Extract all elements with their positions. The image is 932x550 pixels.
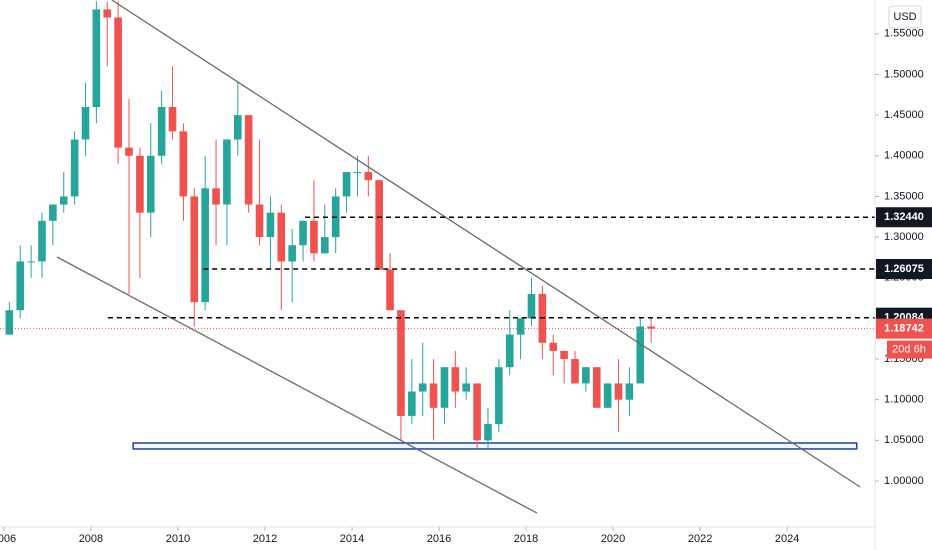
candle-body — [440, 367, 449, 408]
candle-body — [310, 220, 318, 254]
candle-body — [233, 115, 242, 140]
x-tick-label: 2010 — [166, 533, 190, 545]
candle-body — [146, 155, 155, 213]
x-tick-label: 2018 — [514, 533, 538, 545]
candle-body — [179, 131, 188, 197]
countdown-label: 20d 6h — [892, 344, 926, 356]
candle-body — [495, 367, 503, 425]
candle-body — [255, 204, 264, 238]
candle-body — [560, 350, 568, 360]
axes: 1.000001.050001.100001.150001.200001.250… — [0, 5, 932, 545]
candle-body — [527, 293, 536, 319]
candle-body — [190, 196, 199, 303]
y-tick-label: 1.05000 — [884, 434, 924, 446]
level-badge — [876, 207, 932, 228]
candle-body — [473, 383, 481, 441]
candle-body — [114, 17, 122, 148]
candle-body — [451, 367, 460, 392]
x-tick-label: 2022 — [688, 533, 712, 545]
y-tick-label: 1.55000 — [884, 28, 924, 40]
candle-body — [59, 196, 68, 205]
x-tick-label: 2024 — [775, 533, 799, 545]
last-price-label: 1.18742 — [884, 323, 924, 335]
y-tick-label: 1.35000 — [884, 190, 924, 202]
candle-body — [244, 115, 253, 205]
candle-body — [571, 359, 579, 384]
candle-body — [103, 9, 112, 18]
candle-body — [27, 261, 35, 263]
trendline — [111, 0, 861, 488]
countdown-badge — [887, 340, 932, 359]
last-price-badge — [876, 318, 932, 339]
candle-body — [516, 318, 525, 335]
candle-body — [549, 342, 558, 351]
x-tick-label: 2006 — [0, 533, 16, 545]
y-tick-label: 1.00000 — [884, 475, 924, 487]
x-tick-label: 2014 — [340, 533, 364, 545]
candle-body — [168, 106, 177, 132]
candle-body — [288, 245, 296, 262]
x-tick-label: 2020 — [601, 533, 625, 545]
candle-body — [397, 310, 405, 416]
candle-body — [636, 326, 645, 384]
candle-body — [614, 383, 623, 400]
candle-body — [5, 310, 14, 335]
trendline — [56, 256, 538, 514]
candle-body — [364, 172, 373, 181]
y-tick-label: 1.50000 — [884, 68, 924, 80]
candle-body — [212, 188, 220, 205]
candle-body — [429, 383, 438, 408]
y-tick-label: 1.10000 — [884, 394, 924, 406]
candle-body — [266, 212, 275, 238]
candle-body — [408, 391, 416, 416]
candle-body — [38, 220, 46, 262]
candle-body — [81, 106, 90, 140]
candle-body — [136, 155, 144, 213]
candle-body — [49, 204, 57, 221]
candle-body — [70, 139, 79, 197]
candle-body — [505, 334, 514, 368]
candle-body — [201, 188, 209, 303]
candle-body — [16, 261, 25, 311]
candle-body — [647, 326, 655, 329]
level-label: 1.26075 — [884, 263, 924, 275]
x-tick-label: 2012 — [253, 533, 277, 545]
candle-body — [223, 139, 231, 205]
candle-body — [321, 237, 329, 254]
candle-body — [375, 180, 384, 270]
candle-body — [592, 367, 601, 408]
candle-body — [125, 147, 133, 156]
x-tick-label: 2008 — [79, 533, 103, 545]
plot-area — [0, 0, 875, 514]
y-tick-label: 1.45000 — [884, 109, 924, 121]
support-zone — [132, 442, 858, 450]
candle-body — [484, 424, 492, 441]
candle-body — [462, 383, 471, 392]
level-label: 1.32440 — [884, 211, 924, 223]
candle-body — [582, 367, 590, 384]
candle-body — [157, 106, 166, 156]
candle-body — [342, 172, 351, 197]
candle-body — [625, 383, 634, 400]
currency-badge — [888, 5, 922, 29]
x-tick-label: 2016 — [427, 533, 451, 545]
currency-label: USD — [893, 11, 916, 23]
candle-body — [386, 269, 394, 311]
candle-body — [92, 9, 101, 107]
candle-body — [277, 212, 286, 262]
candle-body — [353, 172, 362, 174]
candle-body — [603, 383, 612, 408]
candle-body — [299, 220, 307, 246]
y-tick-label: 1.30000 — [884, 231, 924, 243]
candle-body — [418, 383, 427, 392]
y-tick-label: 1.40000 — [884, 150, 924, 162]
level-badge — [876, 258, 932, 279]
